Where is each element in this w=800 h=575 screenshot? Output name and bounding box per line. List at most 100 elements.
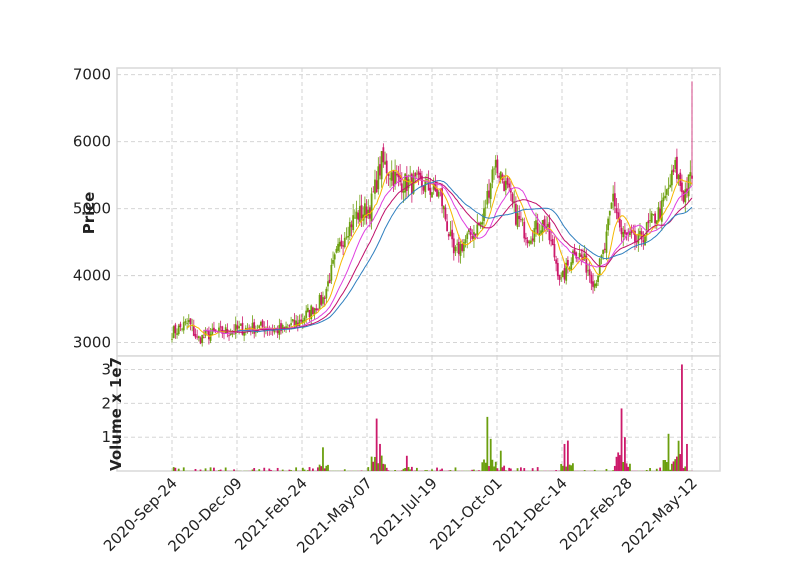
candle-body xyxy=(281,325,284,330)
candle-body xyxy=(399,174,402,183)
candle-body xyxy=(691,175,693,179)
volume-bar xyxy=(375,418,378,471)
volume-bar xyxy=(213,467,215,471)
volume-bar xyxy=(499,450,502,471)
candle-body xyxy=(531,238,534,241)
candle-body xyxy=(563,268,566,280)
candle-body xyxy=(322,297,324,304)
candle-body xyxy=(308,309,311,317)
volume-bar xyxy=(308,467,311,471)
candle-body xyxy=(244,327,247,330)
volume-bar xyxy=(493,466,495,471)
candle-body xyxy=(476,224,479,235)
candle-body xyxy=(335,248,338,253)
volume-bar xyxy=(394,469,396,471)
volume-bar xyxy=(233,469,235,471)
candle-body xyxy=(285,326,287,330)
volume-tick-label: 3 xyxy=(101,361,111,379)
candle-body xyxy=(556,262,559,277)
candle-body xyxy=(444,207,447,220)
volume-bar xyxy=(555,470,558,471)
candle-body xyxy=(659,208,662,219)
candle-body xyxy=(511,193,514,203)
candle-body xyxy=(301,320,304,323)
volume-bar xyxy=(439,469,442,471)
candle-body xyxy=(442,205,445,210)
candle-body xyxy=(587,270,589,272)
volume-bar xyxy=(303,469,306,471)
volume-bar xyxy=(618,455,621,471)
candle-body xyxy=(608,210,611,216)
candle-body xyxy=(521,219,524,221)
volume-bar xyxy=(385,467,388,471)
volume-bar xyxy=(473,469,475,471)
candle-body xyxy=(253,322,256,334)
candle-body xyxy=(239,324,242,326)
volume-bar xyxy=(565,466,568,471)
candle-body xyxy=(328,279,331,284)
candle-body xyxy=(578,253,581,257)
candle-body xyxy=(236,325,239,329)
candle-body xyxy=(229,333,232,335)
volume-bar xyxy=(478,470,480,471)
candle-body xyxy=(518,216,521,220)
candle-body xyxy=(686,188,688,193)
candle-body xyxy=(573,249,576,255)
candle-body xyxy=(474,233,477,236)
volume-bar xyxy=(659,467,662,471)
volume-bar xyxy=(209,467,212,471)
candle-body xyxy=(449,231,452,236)
volume-bar xyxy=(491,459,494,471)
volume-bar xyxy=(681,364,683,471)
candle-body xyxy=(389,178,391,180)
candle-body xyxy=(320,294,323,305)
candle-body xyxy=(580,254,583,257)
candle-body xyxy=(479,222,482,227)
volume-bar xyxy=(655,468,658,471)
candle-body xyxy=(486,190,489,205)
candle-body xyxy=(414,172,417,177)
candle-body xyxy=(258,325,261,328)
volume-bar xyxy=(327,464,329,471)
candle-body xyxy=(603,248,606,250)
volume-bar xyxy=(380,455,383,471)
candle-body xyxy=(491,169,494,183)
volume-bar xyxy=(218,470,220,471)
candle-body xyxy=(312,307,314,315)
candle-body xyxy=(496,159,499,174)
volume-bar xyxy=(174,467,177,471)
volume-bar xyxy=(268,468,271,471)
candle-body xyxy=(421,175,423,187)
volume-bar xyxy=(670,463,673,471)
volume-bar xyxy=(483,459,485,471)
candle-body xyxy=(654,213,656,224)
candle-body xyxy=(327,281,329,287)
volume-bar xyxy=(665,462,668,471)
volume-bar xyxy=(410,466,413,471)
volume-bar xyxy=(290,470,292,471)
volume-bar xyxy=(672,461,675,471)
candle-body xyxy=(384,161,386,165)
volume-bar xyxy=(625,463,628,471)
volume-bar xyxy=(615,456,618,471)
volume-bar xyxy=(424,470,427,471)
candle-body xyxy=(379,164,381,176)
candle-body xyxy=(610,202,613,209)
volume-bar xyxy=(501,467,504,471)
candle-body xyxy=(323,297,326,299)
candle-body xyxy=(503,181,506,192)
candle-body xyxy=(446,221,448,232)
candle-body xyxy=(362,214,365,221)
volume-bar xyxy=(481,462,484,471)
candle-body xyxy=(189,318,192,325)
candle-body xyxy=(526,239,529,244)
volume-bar xyxy=(572,463,574,471)
volume-bar xyxy=(317,467,319,471)
volume-bar xyxy=(384,464,386,471)
candle-body xyxy=(360,205,363,219)
volume-bar xyxy=(253,468,256,471)
candle-body xyxy=(543,219,546,227)
volume-bar xyxy=(377,463,380,471)
candle-body xyxy=(310,305,313,320)
candle-body xyxy=(558,274,561,280)
